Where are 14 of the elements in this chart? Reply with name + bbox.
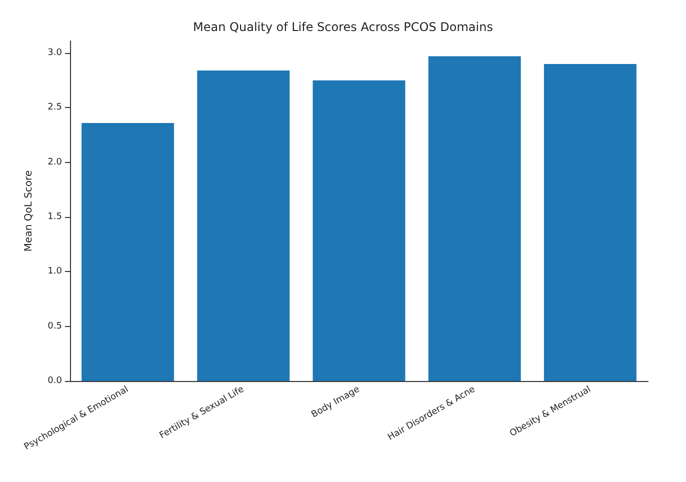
chart-title: Mean Quality of Life Scores Across PCOS Domains	[193, 20, 493, 34]
y-tick-label: 1.5	[48, 212, 62, 222]
y-tick-label: 1.0	[48, 266, 62, 277]
bar	[197, 70, 290, 381]
y-tick-label: 3.0	[48, 48, 62, 58]
bar	[82, 122, 174, 381]
bar	[428, 56, 521, 381]
y-tick-label: 0.0	[48, 376, 62, 386]
bar	[312, 80, 406, 381]
bar	[544, 64, 636, 381]
y-tick-label: 2.0	[48, 157, 62, 168]
y-tick-label: 0.5	[48, 321, 62, 332]
y-tick-label: 2.5	[48, 102, 62, 113]
y-axis-title: Mean QoL Score	[24, 170, 34, 252]
